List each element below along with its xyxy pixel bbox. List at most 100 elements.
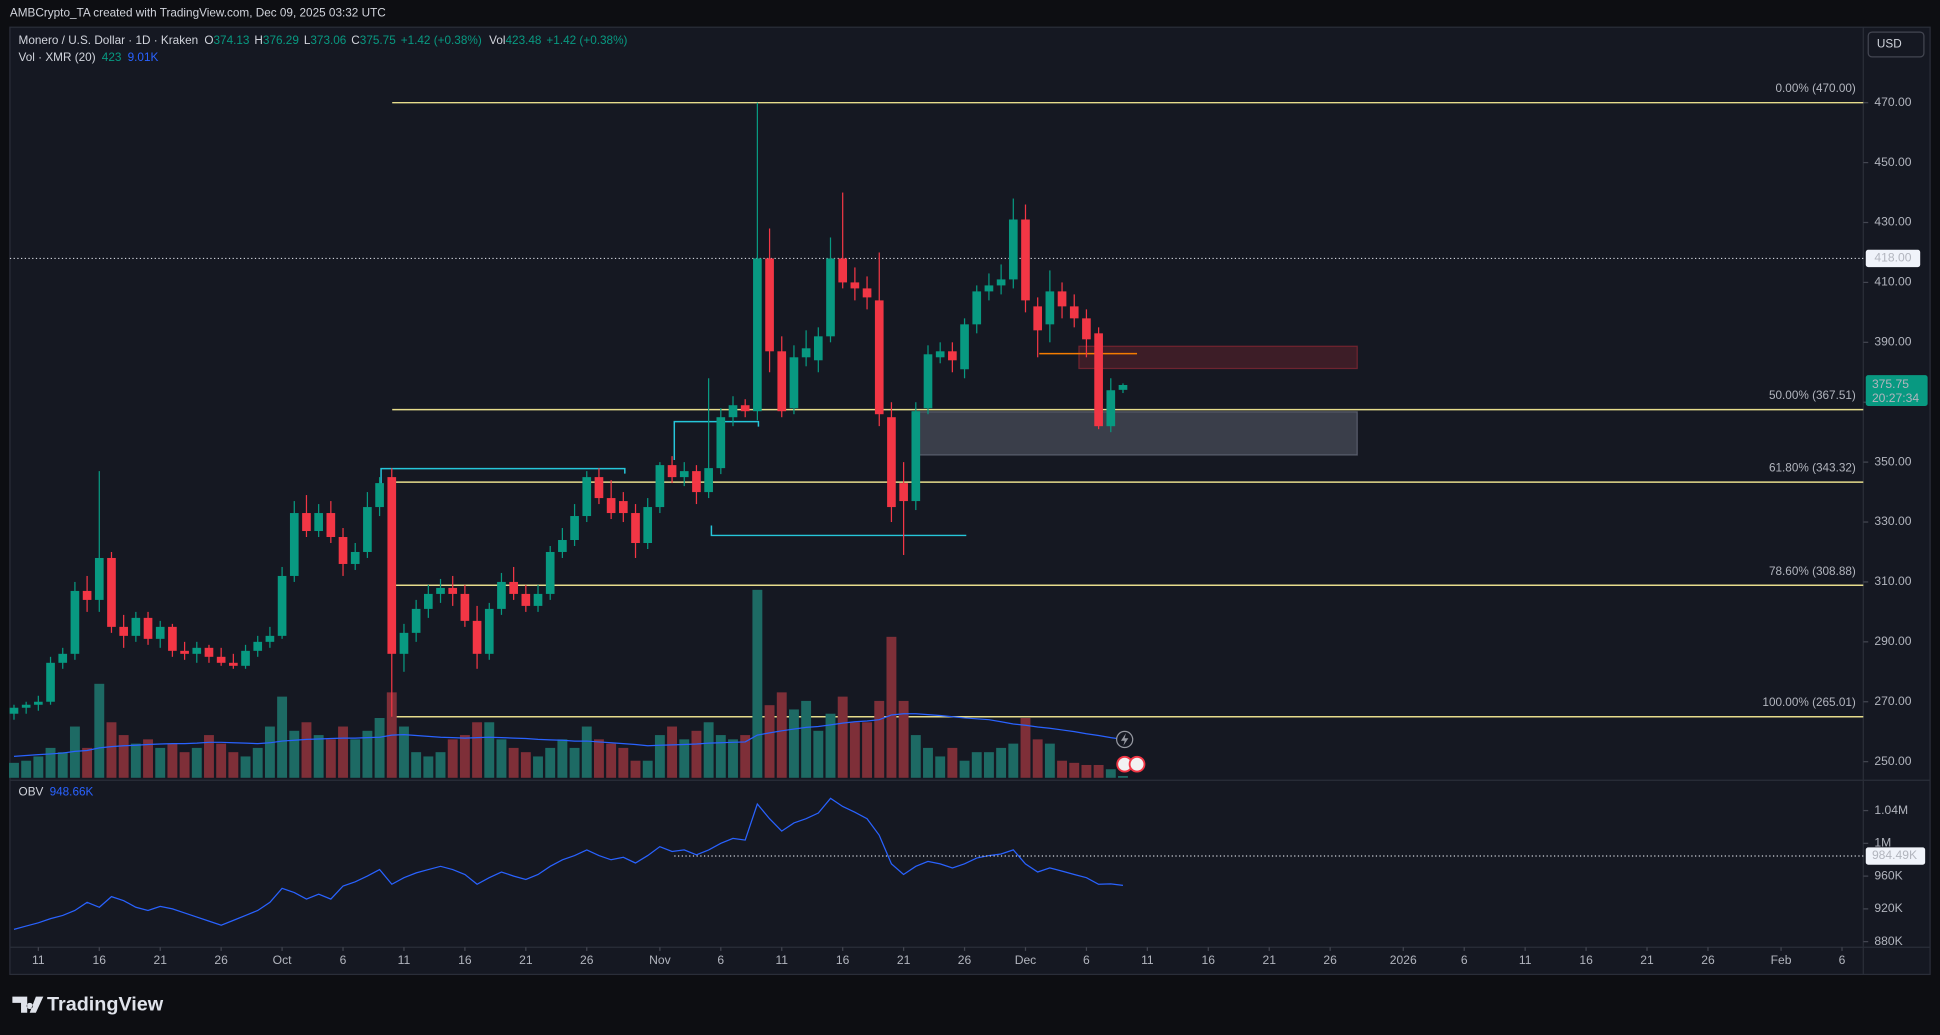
volume-bar (374, 717, 385, 778)
currency-button-label[interactable]: USD (1877, 38, 1902, 51)
volume-bar (849, 722, 860, 778)
volume-bar (289, 730, 300, 778)
volume-bar (837, 696, 848, 778)
volume-bar (886, 636, 897, 778)
volume-bar (155, 747, 166, 778)
x-tick-label: 16 (93, 953, 107, 967)
currency-button[interactable] (1867, 31, 1925, 58)
volume-bar (459, 735, 470, 778)
candle-body (326, 513, 336, 538)
volume-bar (143, 739, 153, 778)
candle-body (1021, 219, 1030, 301)
brand-logo (12, 996, 44, 1013)
fib-level-label: 100.00% (265.01) (1762, 696, 1856, 709)
volume-bar (33, 756, 44, 778)
candle-body (180, 650, 189, 654)
candle-body (667, 465, 677, 478)
volume-bar (435, 752, 446, 778)
volume-bar (313, 735, 324, 778)
candle-body (1057, 291, 1067, 307)
candle-body (753, 258, 762, 412)
volume-ma-line (13, 713, 1124, 758)
candle-body (1033, 306, 1043, 331)
candle-body (424, 593, 433, 609)
candle-body (436, 587, 445, 594)
volume-bar (57, 752, 68, 778)
volume-bar (191, 747, 202, 778)
last-price-label: 375.75 (1872, 377, 1909, 391)
candle-body (984, 285, 994, 292)
volume-bar (325, 739, 336, 778)
volume-bar (1008, 743, 1019, 778)
y-tick-label: 470.00 (1874, 95, 1911, 109)
volume-bar (472, 722, 483, 778)
candle-body (155, 626, 165, 639)
volume-bar (338, 726, 348, 778)
candle-body (874, 300, 884, 415)
chart-panel (9, 26, 1931, 976)
candle-body (411, 608, 421, 633)
candle-body (692, 471, 701, 493)
candle-body (1118, 384, 1128, 390)
candle-body (960, 324, 969, 370)
candle-body (302, 513, 311, 532)
volume-bar (630, 760, 641, 778)
volume-bar (130, 743, 141, 778)
volume-bar (1081, 764, 1092, 778)
candle-body (192, 647, 202, 654)
fib-level-label: 78.60% (308.88) (1769, 565, 1856, 578)
volume-legend: Vol · XMR (20) 423 9.01K (19, 51, 159, 64)
candle-body (241, 650, 250, 666)
x-tick-label: 6 (1083, 953, 1090, 967)
volume-bar (679, 739, 690, 778)
candle-body (545, 551, 555, 594)
x-tick-label: 21 (1640, 953, 1654, 967)
candle-body (484, 608, 494, 654)
candle-body (838, 258, 848, 283)
candle-body (1106, 390, 1116, 427)
candle-body (1082, 318, 1091, 340)
supply-zone (1078, 345, 1358, 370)
obv-tick-label: 920K (1874, 901, 1902, 915)
candle-body (618, 501, 628, 514)
volume-bar (1044, 743, 1055, 778)
volume-bar (94, 683, 105, 778)
volume-bar (788, 709, 799, 778)
economic-event-icon[interactable] (1128, 755, 1146, 773)
candle-body (582, 477, 592, 517)
x-tick-label: 11 (775, 953, 788, 967)
volume-bar (1118, 775, 1128, 778)
obv-tick-label: 960K (1874, 868, 1902, 882)
candle-body (58, 653, 68, 663)
candle-body (216, 656, 226, 663)
volume-ma-value: 9.01K (128, 51, 159, 64)
y-tick-label: 250.00 (1874, 754, 1911, 768)
x-tick-label: 6 (340, 953, 347, 967)
x-tick-label: 2026 (1390, 953, 1417, 967)
legend-open: 374.13 (214, 34, 250, 47)
x-tick-label: 11 (32, 953, 45, 967)
volume-bar (947, 747, 958, 778)
volume-indicator-name: Vol · XMR (20) (19, 51, 96, 64)
volume-bar (204, 735, 214, 778)
volume-bar (301, 722, 312, 778)
candle-body (740, 405, 750, 412)
x-tick-label: 21 (1262, 953, 1276, 967)
candle-body (801, 348, 811, 358)
x-tick-label: 21 (897, 953, 911, 967)
candle-body (777, 351, 787, 412)
volume-bar (1032, 739, 1043, 778)
volume-bar (1057, 760, 1067, 778)
candle-body (350, 551, 360, 564)
fib-level-label: 0.00% (470.00) (1775, 82, 1855, 95)
volume-bar (1020, 717, 1031, 778)
candle-body (387, 477, 397, 654)
volume-bar (252, 747, 263, 778)
volume-bar (703, 722, 714, 778)
x-tick-label: Feb (1771, 953, 1792, 967)
x-tick-label: 26 (958, 953, 972, 967)
x-tick-label: 6 (717, 953, 724, 967)
candle-body (789, 357, 799, 409)
y-tick-label: 350.00 (1874, 454, 1911, 468)
